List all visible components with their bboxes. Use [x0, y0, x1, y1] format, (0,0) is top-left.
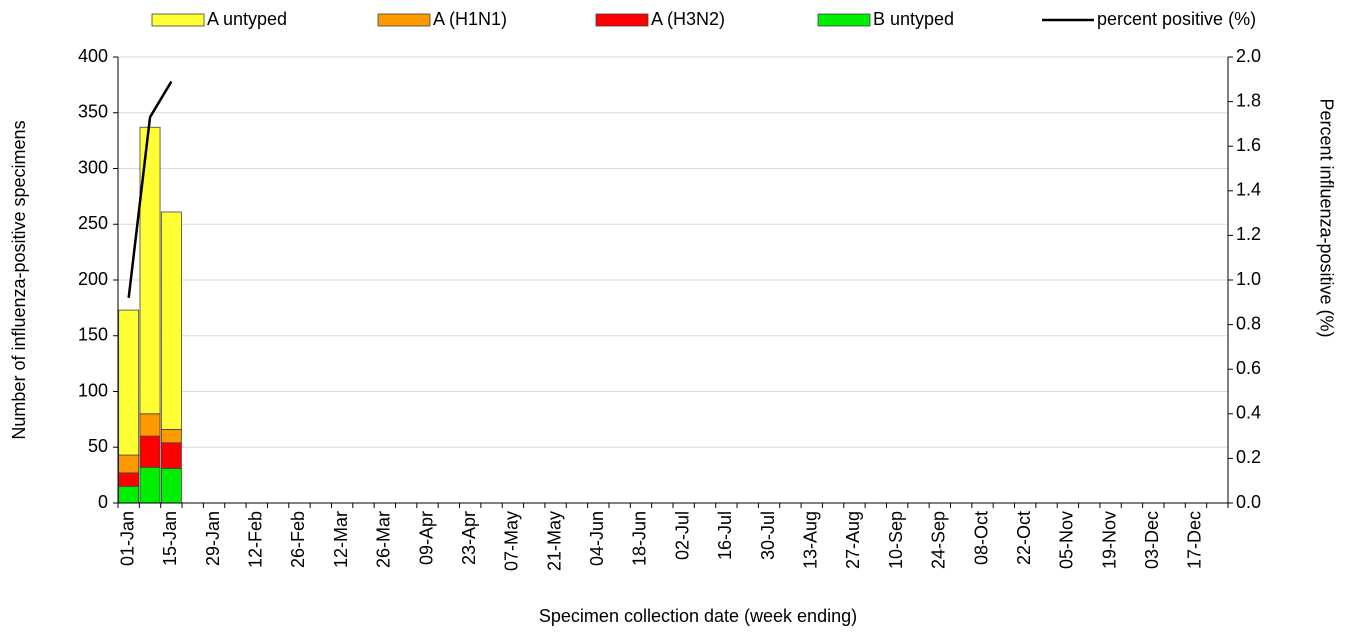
- x-tick-label: 03-Dec: [1142, 511, 1162, 569]
- x-tick-label: 08-Oct: [971, 511, 991, 565]
- y-tick-label: 400: [78, 46, 108, 66]
- y2-tick-label: 1.4: [1236, 180, 1261, 200]
- x-tick-label: 12-Feb: [246, 511, 266, 568]
- bar-segment: [160, 211, 182, 430]
- x-tick-label: 17-Dec: [1185, 511, 1205, 569]
- x-tick-label: 12-Mar: [331, 511, 351, 568]
- y-tick-label: 100: [78, 380, 108, 400]
- y2-tick-label: 1.2: [1236, 224, 1261, 244]
- x-tick-label: 24-Sep: [929, 511, 949, 569]
- y-tick-label: 250: [78, 213, 108, 233]
- y2-axis-title: Percent influenza-positive (%): [1316, 98, 1336, 337]
- y-tick-label: 200: [78, 269, 108, 289]
- x-tick-label: 16-Jul: [715, 511, 735, 560]
- bar-segment: [118, 309, 140, 456]
- y-tick-label: 300: [78, 157, 108, 177]
- x-tick-label: 15-Jan: [160, 511, 180, 566]
- bar-segment: [160, 442, 182, 469]
- x-tick-label: 26-Feb: [288, 511, 308, 568]
- bar-segment: [139, 413, 161, 437]
- legend-swatch: [595, 13, 649, 27]
- y2-tick-label: 1.0: [1236, 269, 1261, 289]
- bar-segment: [118, 472, 140, 487]
- x-tick-label: 27-Aug: [843, 511, 863, 569]
- x-tick-label: 23-Apr: [459, 511, 479, 565]
- bar-segment: [160, 468, 182, 504]
- bar-segment: [139, 466, 161, 504]
- y2-tick-label: 1.6: [1236, 135, 1261, 155]
- legend-swatch: [151, 13, 205, 27]
- legend-label: percent positive (%): [1097, 9, 1256, 29]
- x-axis-title: Specimen collection date (week ending): [539, 606, 857, 626]
- x-tick-label: 04-Jun: [587, 511, 607, 566]
- y-axis-title: Number of influenza-positive specimens: [9, 120, 29, 439]
- y-tick-label: 350: [78, 102, 108, 122]
- x-tick-label: 09-Apr: [416, 511, 436, 565]
- legend-label: A (H3N2): [651, 9, 725, 29]
- x-tick-label: 13-Aug: [801, 511, 821, 569]
- legend-label: A (H1N1): [433, 9, 507, 29]
- legend-swatch: [377, 13, 431, 27]
- x-tick-label: 19-Nov: [1099, 511, 1119, 569]
- x-tick-label: 21-May: [544, 511, 564, 571]
- legend-swatch: [817, 13, 871, 27]
- bar-segment: [118, 454, 140, 474]
- y2-tick-label: 0.8: [1236, 313, 1261, 333]
- y2-tick-label: 0.0: [1236, 492, 1261, 512]
- y-tick-label: 0: [98, 492, 108, 512]
- bar-segment: [118, 485, 140, 504]
- y2-tick-label: 0.2: [1236, 447, 1261, 467]
- x-tick-label: 22-Oct: [1014, 511, 1034, 565]
- legend-label: A untyped: [207, 9, 287, 29]
- y2-tick-label: 1.8: [1236, 90, 1261, 110]
- x-tick-label: 07-May: [502, 511, 522, 571]
- x-tick-label: 26-Mar: [374, 511, 394, 568]
- legend-label: B untyped: [873, 9, 954, 29]
- y2-tick-label: 0.4: [1236, 403, 1261, 423]
- x-tick-label: 30-Jul: [758, 511, 778, 560]
- y2-tick-label: 0.6: [1236, 358, 1261, 378]
- line-series: [127, 80, 173, 298]
- y2-tick-label: 2.0: [1236, 46, 1261, 66]
- x-tick-label: 29-Jan: [203, 511, 223, 566]
- x-tick-label: 05-Nov: [1057, 511, 1077, 569]
- x-tick-label: 01-Jan: [117, 511, 137, 566]
- y-tick-label: 50: [88, 436, 108, 456]
- y-tick-label: 150: [78, 325, 108, 345]
- x-tick-label: 10-Sep: [886, 511, 906, 569]
- bar-segment: [139, 435, 161, 468]
- x-tick-label: 02-Jul: [672, 511, 692, 560]
- x-tick-label: 18-Jun: [630, 511, 650, 566]
- bar-segment: [160, 429, 182, 444]
